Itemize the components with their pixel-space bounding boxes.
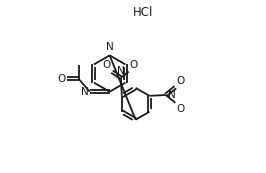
Text: O: O <box>58 74 66 84</box>
Text: N: N <box>168 90 176 100</box>
Text: O: O <box>130 60 138 70</box>
Text: N: N <box>81 87 88 97</box>
Text: N: N <box>117 66 125 76</box>
Text: O: O <box>176 76 184 86</box>
Text: N: N <box>106 42 114 52</box>
Text: HCl: HCl <box>133 6 153 19</box>
Text: O: O <box>103 60 111 70</box>
Text: O: O <box>176 104 184 114</box>
